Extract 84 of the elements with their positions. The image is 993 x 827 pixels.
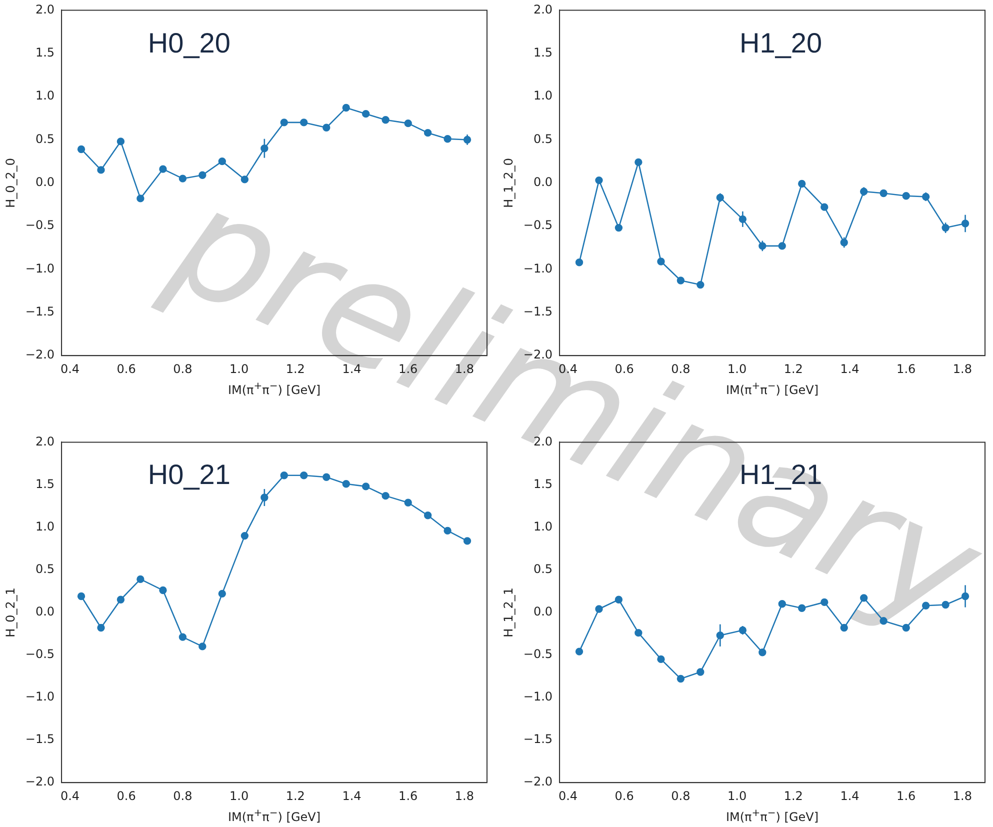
y-axis-title: H_0_2_0 xyxy=(3,158,18,208)
x-tick-label: 1.2 xyxy=(784,788,803,803)
point xyxy=(198,171,206,179)
y-tick-label: 2.0 xyxy=(35,2,55,16)
y-tick-label: 2.0 xyxy=(533,2,553,16)
point xyxy=(902,192,910,200)
x-tick-label: 0.8 xyxy=(173,788,192,803)
y-tick-label: 0.0 xyxy=(35,604,55,619)
x-axis-title: IM(π$^{+}$π$^{−}$) [GeV] xyxy=(226,807,322,825)
point xyxy=(178,174,187,182)
y-tick-label: 1.5 xyxy=(35,476,55,491)
point xyxy=(280,118,288,126)
point xyxy=(198,642,206,650)
point xyxy=(97,624,105,632)
y-tick-label: −0.5 xyxy=(523,647,553,662)
x-tick-label: 1.6 xyxy=(896,788,916,803)
y-tick-label: 2.0 xyxy=(35,434,55,448)
point xyxy=(595,176,603,184)
x-tick-label: 1.4 xyxy=(342,788,362,803)
point xyxy=(634,628,642,637)
y-tick-label: −1.0 xyxy=(523,690,553,704)
x-tick-label: 1.0 xyxy=(230,788,249,803)
point xyxy=(657,655,665,664)
y-tick-label: −1.5 xyxy=(25,304,55,319)
y-tick-label: −1.0 xyxy=(25,261,55,276)
point xyxy=(159,165,167,173)
point xyxy=(880,189,888,198)
x-axis-title: IM(π$^{+}$π$^{−}$) [GeV] xyxy=(724,807,820,825)
y-tick-label: 0.5 xyxy=(35,132,55,146)
point xyxy=(362,110,370,118)
y-tick-label: 1.0 xyxy=(35,88,55,103)
y-tick-label: −2.0 xyxy=(25,348,55,362)
y-tick-label: 0.0 xyxy=(35,175,55,190)
y-tick-label: −1.5 xyxy=(25,732,55,746)
point xyxy=(798,180,806,188)
point xyxy=(322,124,330,132)
x-tick-label: 1.8 xyxy=(952,788,972,803)
y-tick-label: 0.5 xyxy=(533,132,553,146)
point xyxy=(116,596,125,604)
y-tick-label: 0.5 xyxy=(35,562,55,576)
point xyxy=(696,668,704,676)
x-tick-label: 1.0 xyxy=(728,788,747,803)
point xyxy=(97,166,105,174)
y-tick-label: −0.5 xyxy=(25,218,55,232)
point xyxy=(136,575,144,584)
x-tick-label: 1.6 xyxy=(398,788,418,803)
y-tick-label: 1.0 xyxy=(35,519,55,534)
point xyxy=(300,118,308,126)
point xyxy=(820,203,828,211)
x-tick-label: 0.4 xyxy=(558,788,578,803)
point xyxy=(342,104,350,112)
y-axis-title: H_1_2_0 xyxy=(501,158,516,208)
x-tick-label: 0.4 xyxy=(60,362,80,376)
point xyxy=(382,116,390,124)
y-axis-title: H_0_2_1 xyxy=(3,587,18,638)
point xyxy=(424,128,432,137)
y-tick-label: −2.0 xyxy=(523,774,553,789)
y-tick-label: 0.0 xyxy=(533,175,553,190)
x-tick-label: 1.8 xyxy=(454,788,474,803)
y-tick-label: −1.0 xyxy=(25,690,55,704)
y-tick-label: −2.0 xyxy=(25,774,55,789)
point xyxy=(404,119,412,128)
x-tick-label: 0.6 xyxy=(116,362,136,376)
point xyxy=(77,592,86,600)
y-tick-label: 1.0 xyxy=(533,88,553,103)
x-tick-label: 0.6 xyxy=(116,788,136,803)
y-tick-label: −1.5 xyxy=(523,732,553,746)
point xyxy=(116,138,125,146)
x-tick-label: 1.2 xyxy=(286,788,305,803)
y-tick-label: 1.5 xyxy=(533,46,553,60)
x-tick-label: 0.6 xyxy=(614,788,634,803)
x-tick-label: 1.4 xyxy=(840,788,860,803)
point xyxy=(218,157,226,166)
x-tick-label: 0.4 xyxy=(60,788,80,803)
y-tick-label: −0.5 xyxy=(25,647,55,662)
y-tick-label: 1.5 xyxy=(35,46,55,60)
point xyxy=(634,158,642,166)
point xyxy=(77,145,86,154)
point xyxy=(575,648,584,656)
point xyxy=(676,674,685,683)
text: H1_20 xyxy=(740,27,822,58)
x-tick-label: 0.8 xyxy=(671,788,690,803)
text: H0_20 xyxy=(148,27,230,58)
point xyxy=(136,194,144,202)
